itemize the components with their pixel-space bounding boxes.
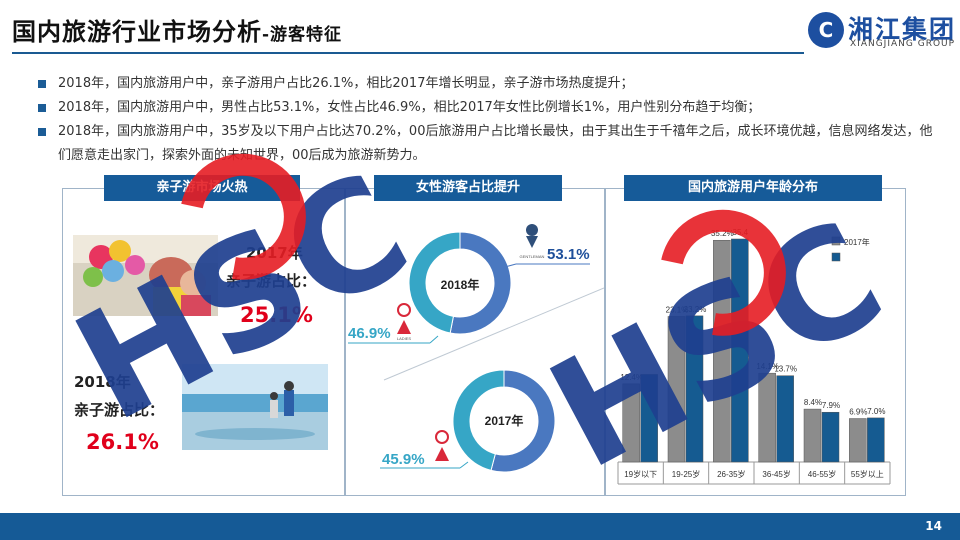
male-tag-label: GENTLEMAN bbox=[520, 254, 545, 259]
bullet-text: 2018年，国内旅游用户中，男性占比53.1%，女性占比46.9%，相比2017… bbox=[58, 100, 761, 115]
donut-2017-slice bbox=[490, 369, 556, 473]
bullet-square-icon bbox=[38, 104, 46, 112]
family-2018-value: 26.1% bbox=[86, 430, 159, 454]
age-bar bbox=[640, 374, 658, 463]
family-2017-label: 2017年 bbox=[246, 244, 303, 262]
donut-2018-female-value: 46.9% bbox=[348, 325, 391, 342]
company-logo: C 湘江集团 XIANGJIANG GROUP bbox=[808, 8, 956, 52]
age-bar bbox=[776, 375, 794, 463]
age-bar bbox=[622, 383, 640, 463]
bullet-item: 2018年，国内旅游用户中，男性占比53.1%，女性占比46.9%，相比2017… bbox=[34, 96, 934, 120]
bullet-square-icon bbox=[38, 80, 46, 88]
age-bar bbox=[803, 408, 822, 463]
logo-mark-icon: C bbox=[808, 12, 844, 48]
family-beach-photo bbox=[182, 364, 328, 450]
gender-divider bbox=[383, 287, 604, 381]
age-category-label: 19岁以下 bbox=[624, 469, 657, 479]
age-bar bbox=[667, 316, 686, 463]
age-bar-data-label: 14.1% bbox=[756, 362, 779, 371]
title-sub: -游客特征 bbox=[262, 25, 343, 45]
female-leader-angle-2018 bbox=[429, 335, 439, 344]
family-2017-text: 亲子游占比： bbox=[226, 272, 317, 290]
gender-panel-header: 女性游客占比提升 bbox=[374, 175, 562, 201]
age-category-label: 55岁以上 bbox=[851, 469, 884, 479]
page-number: 14 bbox=[925, 519, 942, 533]
age-bar-data-label: 7.0% bbox=[867, 407, 885, 416]
donut-2018-slice bbox=[408, 231, 461, 334]
family-balloons-photo bbox=[73, 235, 218, 316]
title-underline bbox=[12, 52, 804, 54]
age-bar bbox=[867, 417, 885, 463]
title-main: 国内旅游行业市场分析 bbox=[12, 18, 262, 46]
logo-name: 湘江集团 bbox=[848, 15, 957, 44]
age-bar-data-label: 23.2% bbox=[684, 305, 707, 314]
bullet-text: 2018年，国内旅游用户中，亲子游用户占比26.1%，相比2017年增长明显，亲… bbox=[58, 76, 634, 91]
age-bar-data-label: 13.7% bbox=[774, 365, 797, 374]
logo-english: XIANGJIANG GROUP bbox=[850, 39, 956, 49]
family-2018-text: 亲子游占比： bbox=[74, 401, 165, 419]
donut-2018-center-label: 2018年 bbox=[441, 277, 480, 292]
bullet-square-icon bbox=[38, 128, 46, 136]
legend-label-2017: 2017年 bbox=[844, 237, 870, 247]
bullet-list: 2018年，国内旅游用户中，亲子游用户占比26.1%，相比2017年增长明显，亲… bbox=[34, 72, 934, 168]
age-bar bbox=[758, 372, 776, 463]
female-tag-label: LADIES bbox=[397, 336, 412, 341]
donut-2017 bbox=[452, 369, 556, 473]
family-2018-label: 2018年 bbox=[74, 373, 131, 391]
male-pin-icon bbox=[526, 224, 538, 248]
donut-2018-slice bbox=[449, 231, 512, 335]
bullet-item: 2018年，国内旅游用户中，35岁及以下用户占比达70.2%，00后旅游用户占比… bbox=[34, 120, 934, 168]
age-category-label: 19-25岁 bbox=[672, 469, 700, 479]
female-leader-angle-2017 bbox=[459, 461, 469, 469]
age-bar bbox=[821, 411, 840, 463]
bullet-text: 2018年，国内旅游用户中，35岁及以下用户占比达70.2%，00后旅游用户占比… bbox=[58, 124, 933, 163]
female-pin-icon-2017 bbox=[435, 430, 449, 461]
donut-2017-female-value: 45.9% bbox=[382, 451, 425, 468]
donut-2018 bbox=[408, 231, 512, 335]
footer-bar: 14 bbox=[0, 513, 960, 540]
age-bar-data-label: 35.4 bbox=[733, 228, 749, 237]
donut-2018-male-value: 53.1% bbox=[547, 246, 590, 263]
bullet-item: 2018年，国内旅游用户中，亲子游用户占比26.1%，相比2017年增长明显，亲… bbox=[34, 72, 934, 96]
family-2017-value: 25.1% bbox=[240, 303, 313, 327]
age-category-label: 46-55岁 bbox=[808, 469, 836, 479]
donut-2017-center-label: 2017年 bbox=[485, 413, 524, 428]
age-category-label: 26-35岁 bbox=[717, 469, 745, 479]
legend-swatch-2017 bbox=[831, 236, 841, 246]
age-bar-data-label: 8.4% bbox=[804, 398, 822, 407]
age-bar bbox=[849, 418, 867, 463]
age-bar bbox=[713, 239, 731, 463]
legend-swatch-2018 bbox=[831, 252, 841, 262]
age-bar-data-label: 7.9% bbox=[822, 401, 840, 410]
family-panel-header: 亲子游市场火热 bbox=[104, 175, 300, 201]
age-bar-data-label: 35.2% bbox=[711, 229, 734, 238]
page-title: 国内旅游行业市场分析-游客特征 bbox=[12, 12, 342, 47]
age-bar-chart: 12.4%19岁以下23.1%23.2%19-25岁35.2%35.426-35… bbox=[617, 228, 891, 485]
age-bar-data-label: 6.9% bbox=[849, 408, 867, 417]
age-category-label: 36-45岁 bbox=[762, 469, 790, 479]
age-bar-data-label: 12.4% bbox=[620, 373, 643, 382]
age-bar bbox=[685, 315, 704, 463]
gender-donut-charts: 2018年 GENTLEMAN 53.1% LADIES 46.9% 2017年… bbox=[348, 224, 604, 473]
age-bar bbox=[731, 238, 749, 463]
donut-2017-slice bbox=[452, 369, 505, 471]
female-pin-icon bbox=[397, 303, 411, 334]
male-leader-line bbox=[493, 263, 517, 271]
age-panel-header: 国内旅游用户年龄分布 bbox=[624, 175, 882, 201]
